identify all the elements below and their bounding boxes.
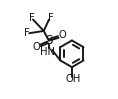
Text: F: F	[48, 13, 53, 23]
Text: OH: OH	[65, 74, 80, 84]
Text: F: F	[24, 28, 30, 38]
Text: O: O	[59, 30, 66, 40]
Text: O: O	[33, 42, 40, 52]
Text: F: F	[29, 13, 34, 23]
Text: S: S	[45, 34, 53, 47]
Text: HN: HN	[40, 47, 55, 57]
